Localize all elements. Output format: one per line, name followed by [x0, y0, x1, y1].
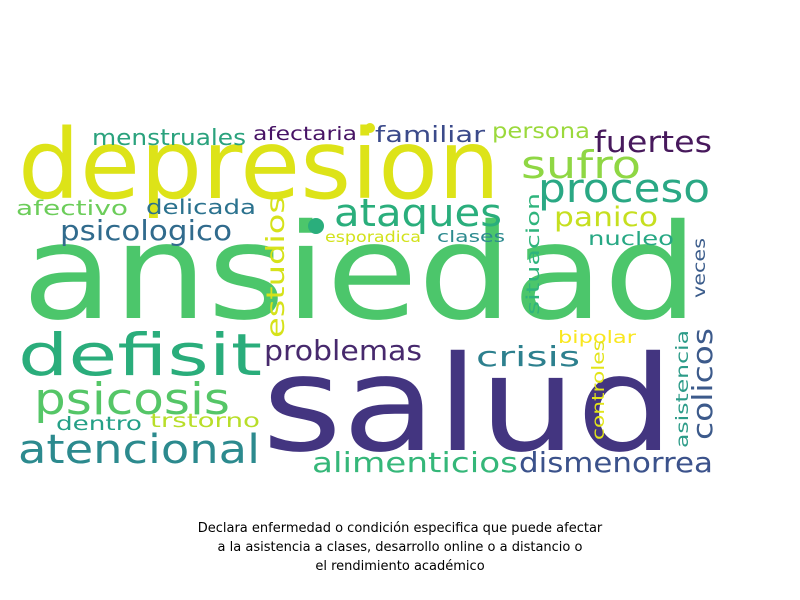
- word-psicosis: psicosis: [34, 374, 230, 425]
- caption-line-2: a la asistencia a clases, desarrollo onl…: [217, 540, 583, 555]
- word-salud: salud: [262, 328, 674, 482]
- word-problemas: problemas: [264, 334, 422, 367]
- word-nucleo: nucleo: [588, 228, 674, 250]
- word-proceso: proceso: [538, 166, 710, 212]
- word-asistencia: asistencia: [673, 330, 693, 448]
- word-ataques: ataques: [334, 191, 502, 235]
- word-veces: veces: [690, 238, 710, 298]
- dot-mark-2: [308, 218, 324, 234]
- word-colicos: colicos: [686, 328, 719, 440]
- word-ansiedad: ansiedad: [22, 196, 698, 350]
- word-afectivo: afectivo: [16, 196, 128, 220]
- word-clases: clases: [437, 227, 505, 246]
- word-psicologico: psicologico: [60, 214, 232, 247]
- word-dentro: dentro: [56, 413, 142, 435]
- word-defisit: defisit: [18, 321, 262, 389]
- word-atencional: atencional: [18, 427, 260, 473]
- word-delicada: delicada: [146, 195, 256, 219]
- caption-line-1: Declara enfermedad o condición especific…: [197, 521, 603, 536]
- word-crisis: crisis: [476, 340, 580, 373]
- word-sufro: sufro: [521, 143, 641, 187]
- word-panico: panico: [554, 202, 658, 233]
- word-bipolar: bipolar: [558, 328, 636, 348]
- chart-caption: Declara enfermedad o condición especific…: [0, 519, 800, 576]
- word-trstorno: trstorno: [150, 410, 260, 432]
- word-familiar: familiar: [375, 123, 486, 148]
- word-afectaria: afectaria: [253, 123, 357, 145]
- word-depresion: depresion: [18, 109, 500, 221]
- word-esporadica: esporadica: [325, 228, 421, 246]
- word-situacion: situacion: [523, 193, 544, 315]
- word-alimenticios: alimenticios: [312, 446, 518, 479]
- caption-line-3: el rendimiento académico: [315, 559, 485, 574]
- word-estudios: estudios: [261, 196, 290, 338]
- word-controles: controles: [589, 340, 609, 440]
- word-dismenorrea: dismenorrea: [519, 446, 713, 479]
- dot-mark-1: [365, 123, 375, 133]
- word-persona: persona: [492, 119, 590, 143]
- word-menstruales: menstruales: [92, 126, 246, 151]
- word-fuertes: fuertes: [594, 125, 712, 159]
